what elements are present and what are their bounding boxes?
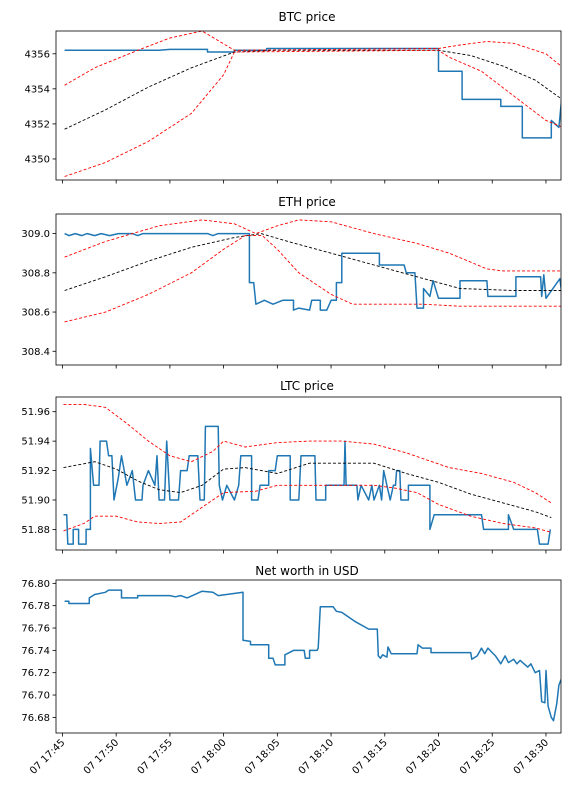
networth-frame (55, 579, 562, 734)
eth-plot-area (55, 213, 562, 366)
ltc-frame (55, 396, 562, 551)
btc-y-axis: 4350 4352 4354 4356 (25, 49, 547, 184)
networth-plot-area (55, 579, 562, 734)
networth-title: Net worth in USD (255, 564, 359, 578)
networth-panel: Net worth in USD 76.6876.7076.7276.7476.… (21, 564, 562, 737)
networth-ytick-label: 76.78 (21, 601, 50, 612)
networth-y-axis: 76.68 76.70 76.72 76.74 76.76 76.78 76.80 (21, 579, 547, 737)
btc-panel: BTC price 4350 4352 4354 4356 (25, 10, 562, 184)
btc-mean-line (64, 49, 561, 130)
btc-ytick-label: 4350 (25, 154, 50, 165)
eth-ytick-label: 308.6 (21, 308, 50, 319)
btc-price-line (64, 47, 561, 139)
ltc-ytick-label: 51.90 (21, 495, 50, 506)
btc-title: BTC price (279, 10, 336, 24)
ltc-panel: LTC price 51.88 51.90 51.92 51.94 51.96 (21, 379, 562, 554)
eth-price-line (64, 232, 561, 311)
networth-ytick-label: 76.72 (21, 668, 50, 679)
btc-lower-line (64, 49, 561, 177)
ltc-y-axis: 51.88 51.90 51.92 51.94 51.96 (21, 407, 547, 554)
ltc-title: LTC price (280, 379, 334, 393)
ltc-upper-line (63, 403, 552, 504)
eth-upper-line (64, 219, 561, 272)
eth-mean-line (64, 233, 561, 291)
eth-ytick-label: 308.8 (21, 268, 50, 279)
networth-ytick-label: 76.68 (21, 713, 50, 724)
ltc-plot-area (55, 396, 562, 551)
eth-frame (55, 213, 562, 366)
networth-ytick-label: 76.70 (21, 691, 50, 702)
ltc-ytick-label: 51.94 (21, 437, 50, 448)
eth-ytick-label: 308.4 (21, 347, 50, 358)
btc-ytick-label: 4352 (25, 119, 50, 130)
networth-ytick-label: 76.74 (21, 646, 50, 657)
ltc-ytick-label: 51.88 (21, 525, 50, 536)
btc-ytick-label: 4356 (25, 49, 50, 60)
ltc-ytick-label: 51.96 (21, 407, 50, 418)
btc-upper-line (64, 31, 561, 86)
btc-ytick-label: 4354 (25, 84, 50, 95)
btc-plot-area (55, 30, 562, 181)
ltc-mean-line (63, 461, 552, 519)
eth-y-axis: 308.4 308.6 308.8 309.0 (21, 229, 547, 369)
ltc-lower-line (63, 484, 552, 533)
eth-lower-line (64, 235, 561, 323)
eth-panel: ETH price 308.4 308.6 308.8 309.0 (21, 195, 562, 369)
ltc-ytick-label: 51.92 (21, 466, 50, 477)
eth-ytick-label: 309.0 (21, 229, 50, 240)
networth-ytick-label: 76.80 (21, 579, 50, 590)
networth-price-line (64, 589, 561, 722)
eth-title: ETH price (278, 195, 336, 209)
networth-ytick-label: 76.76 (21, 624, 50, 635)
btc-frame (55, 30, 562, 181)
